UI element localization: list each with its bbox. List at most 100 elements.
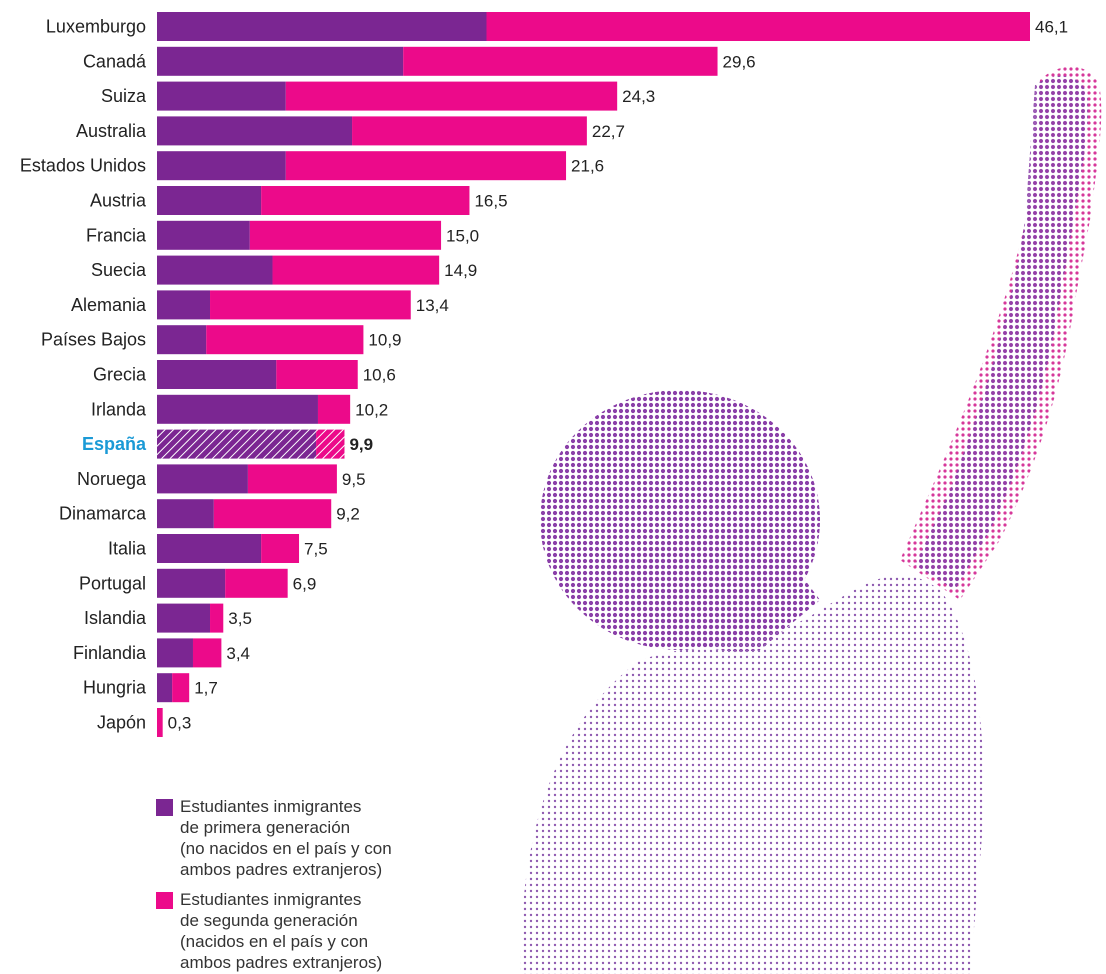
value-label: 9,9 xyxy=(349,435,373,454)
legend-text: Estudiantes inmigrantes de primera gener… xyxy=(180,797,392,879)
category-label: Estados Unidos xyxy=(20,156,146,176)
bar-segment-second-generation xyxy=(261,534,300,563)
highlight-hatch xyxy=(316,429,345,459)
bar-segment-first-generation xyxy=(157,394,318,424)
category-label: Portugal xyxy=(79,573,146,593)
category-label: España xyxy=(82,434,147,454)
category-label: Finlandia xyxy=(73,643,147,663)
value-label: 9,5 xyxy=(342,470,366,489)
bar-row-suiza: Suiza 24,3 xyxy=(101,81,655,111)
bar-segment-first-generation xyxy=(157,325,207,355)
bar-segment-second-generation xyxy=(225,568,288,598)
bar-segment-second-generation xyxy=(247,464,337,494)
highlight-hatch xyxy=(157,429,317,459)
bar-segment-first-generation xyxy=(157,220,250,250)
bar-row-irlanda: Irlanda 10,2 xyxy=(91,394,388,424)
value-label: 29,6 xyxy=(723,52,756,71)
category-label: Noruega xyxy=(77,469,147,489)
category-label: Suiza xyxy=(101,86,147,106)
bar-segment-first-generation xyxy=(157,81,286,111)
bar-segment-second-generation xyxy=(276,360,358,389)
bar-segment-first-generation xyxy=(157,464,248,494)
bar-segment-second-generation xyxy=(172,673,190,703)
bar-row-suecia: Suecia 14,9 xyxy=(91,255,477,285)
raised-fist-student-halftone-icon xyxy=(520,66,1102,974)
bar-row-canada: Canadá 29,6 xyxy=(83,46,756,76)
bar-row-grecia: Grecia 10,6 xyxy=(93,360,396,389)
value-label: 24,3 xyxy=(622,87,655,106)
category-label: Hungria xyxy=(83,678,147,698)
bar-segment-second-generation xyxy=(210,290,411,320)
value-label: 13,4 xyxy=(416,296,449,315)
value-label: 0,3 xyxy=(168,714,192,733)
category-label: Japón xyxy=(97,713,146,733)
bar-segment-first-generation xyxy=(157,499,214,529)
category-label: Austria xyxy=(90,191,147,211)
value-label: 21,6 xyxy=(571,157,604,176)
bar-segment-first-generation xyxy=(157,186,262,215)
bar-segment-second-generation xyxy=(317,394,351,424)
value-label: 9,2 xyxy=(336,505,360,524)
category-label: Luxemburgo xyxy=(46,17,146,37)
category-label: Grecia xyxy=(93,365,147,385)
value-label: 10,2 xyxy=(355,400,388,419)
value-label: 10,6 xyxy=(363,366,396,385)
category-label: Alemania xyxy=(71,295,147,315)
value-label: 6,9 xyxy=(293,574,317,593)
bar-segment-second-generation xyxy=(285,81,618,111)
value-label: 3,4 xyxy=(226,644,250,663)
bar-row-alemania: Alemania 13,4 xyxy=(71,290,449,320)
category-label: Irlanda xyxy=(91,399,147,419)
bar-row-japon: Japón 0,3 xyxy=(97,708,191,737)
bar-segment-first-generation xyxy=(157,673,173,703)
bar-segment-second-generation xyxy=(210,603,224,633)
category-label: Suecia xyxy=(91,260,147,280)
legend-swatch xyxy=(156,892,173,909)
legend-swatch xyxy=(156,799,173,816)
bar-segment-second-generation xyxy=(206,325,364,355)
legend-text: Estudiantes inmigrantes de segunda gener… xyxy=(180,890,383,972)
value-label: 16,5 xyxy=(474,192,507,211)
value-label: 1,7 xyxy=(194,679,218,698)
bar-segment-first-generation xyxy=(157,255,273,285)
bar-row-paises-bajos: Países Bajos 10,9 xyxy=(41,325,402,355)
category-label: Islandia xyxy=(84,608,147,628)
bar-row-estados-unidos: Estados Unidos 21,6 xyxy=(20,151,604,181)
bar-segment-second-generation xyxy=(261,186,470,215)
category-label: Países Bajos xyxy=(41,330,146,350)
bar-segment-second-generation xyxy=(272,255,440,285)
bar-row-finlandia: Finlandia 3,4 xyxy=(73,638,250,668)
bar-row-hungria: Hungria 1,7 xyxy=(83,673,218,703)
bar-segment-first-generation xyxy=(157,360,277,389)
bar-segment-second-generation xyxy=(352,116,587,146)
bar-segment-first-generation xyxy=(157,116,353,146)
bar-segment-first-generation xyxy=(157,46,404,76)
category-label: Dinamarca xyxy=(59,504,147,524)
bar-segment-first-generation xyxy=(157,290,211,320)
category-label: Italia xyxy=(108,539,147,559)
bar-row-luxemburgo: Luxemburgo 46,1 xyxy=(46,12,1068,41)
value-label: 7,5 xyxy=(304,540,328,559)
bar-segment-second-generation xyxy=(213,499,332,529)
bar-row-austria: Austria 16,5 xyxy=(90,186,508,215)
bar-segment-second-generation xyxy=(403,46,718,76)
value-label: 22,7 xyxy=(592,122,625,141)
bar-row-espana: España 9,9 xyxy=(82,429,373,459)
bar-segment-first-generation xyxy=(157,568,226,598)
category-label: Francia xyxy=(86,225,147,245)
bar-row-islandia: Islandia 3,5 xyxy=(84,603,252,633)
value-label: 14,9 xyxy=(444,261,477,280)
bar-row-italia: Italia 7,5 xyxy=(108,534,328,563)
value-label: 10,9 xyxy=(368,331,401,350)
category-label: Canadá xyxy=(83,51,147,71)
value-label: 46,1 xyxy=(1035,18,1068,37)
bar-segment-first-generation xyxy=(157,12,487,41)
bar-segment-first-generation xyxy=(157,638,193,668)
bar-rows: Luxemburgo 46,1 Canadá 29,6 Suiza 24,3 Austral… xyxy=(20,12,1068,737)
bar-row-dinamarca: Dinamarca 9,2 xyxy=(59,499,360,529)
value-label: 15,0 xyxy=(446,226,479,245)
bar-segment-second-generation xyxy=(157,708,163,737)
bar-row-noruega: Noruega 9,5 xyxy=(77,464,366,494)
